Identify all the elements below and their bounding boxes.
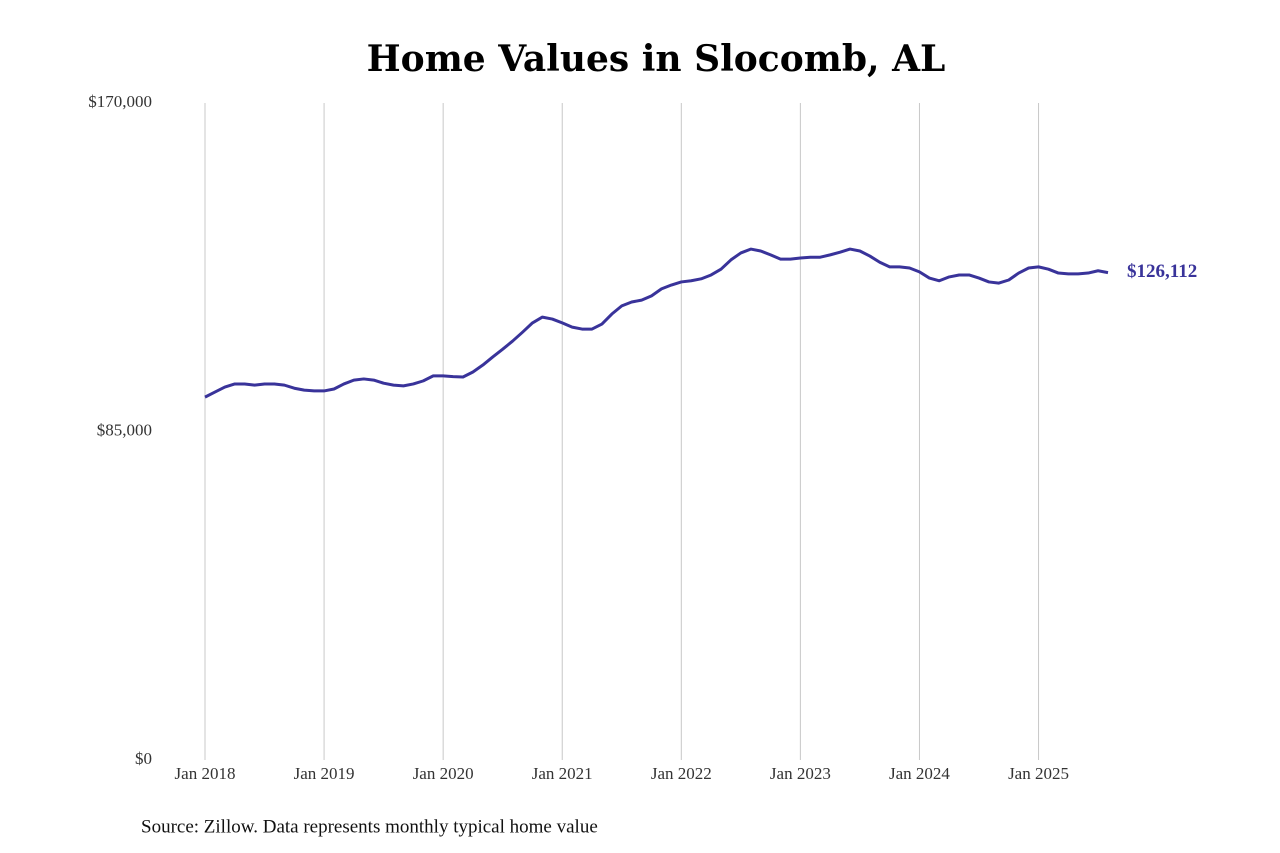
source-note: Source: Zillow. Data represents monthly …: [141, 816, 598, 837]
x-tick-label: Jan 2023: [770, 764, 831, 783]
y-tick-label: $85,000: [97, 420, 152, 439]
x-tick-label: Jan 2018: [175, 764, 236, 783]
y-tick-label: $0: [135, 749, 152, 768]
chart-title: Home Values in Slocomb, AL: [367, 38, 946, 80]
data-line: [204, 247, 1109, 399]
x-tick-label: Jan 2021: [532, 764, 593, 783]
x-tick-label: Jan 2022: [651, 764, 712, 783]
value-label: $126,112: [1127, 261, 1197, 282]
x-tick-label: Jan 2024: [889, 764, 950, 783]
x-tick-label: Jan 2020: [413, 764, 474, 783]
y-tick-label: $170,000: [88, 92, 152, 111]
x-tick-label: Jan 2019: [294, 764, 355, 783]
x-tick-label: Jan 2025: [1008, 764, 1069, 783]
